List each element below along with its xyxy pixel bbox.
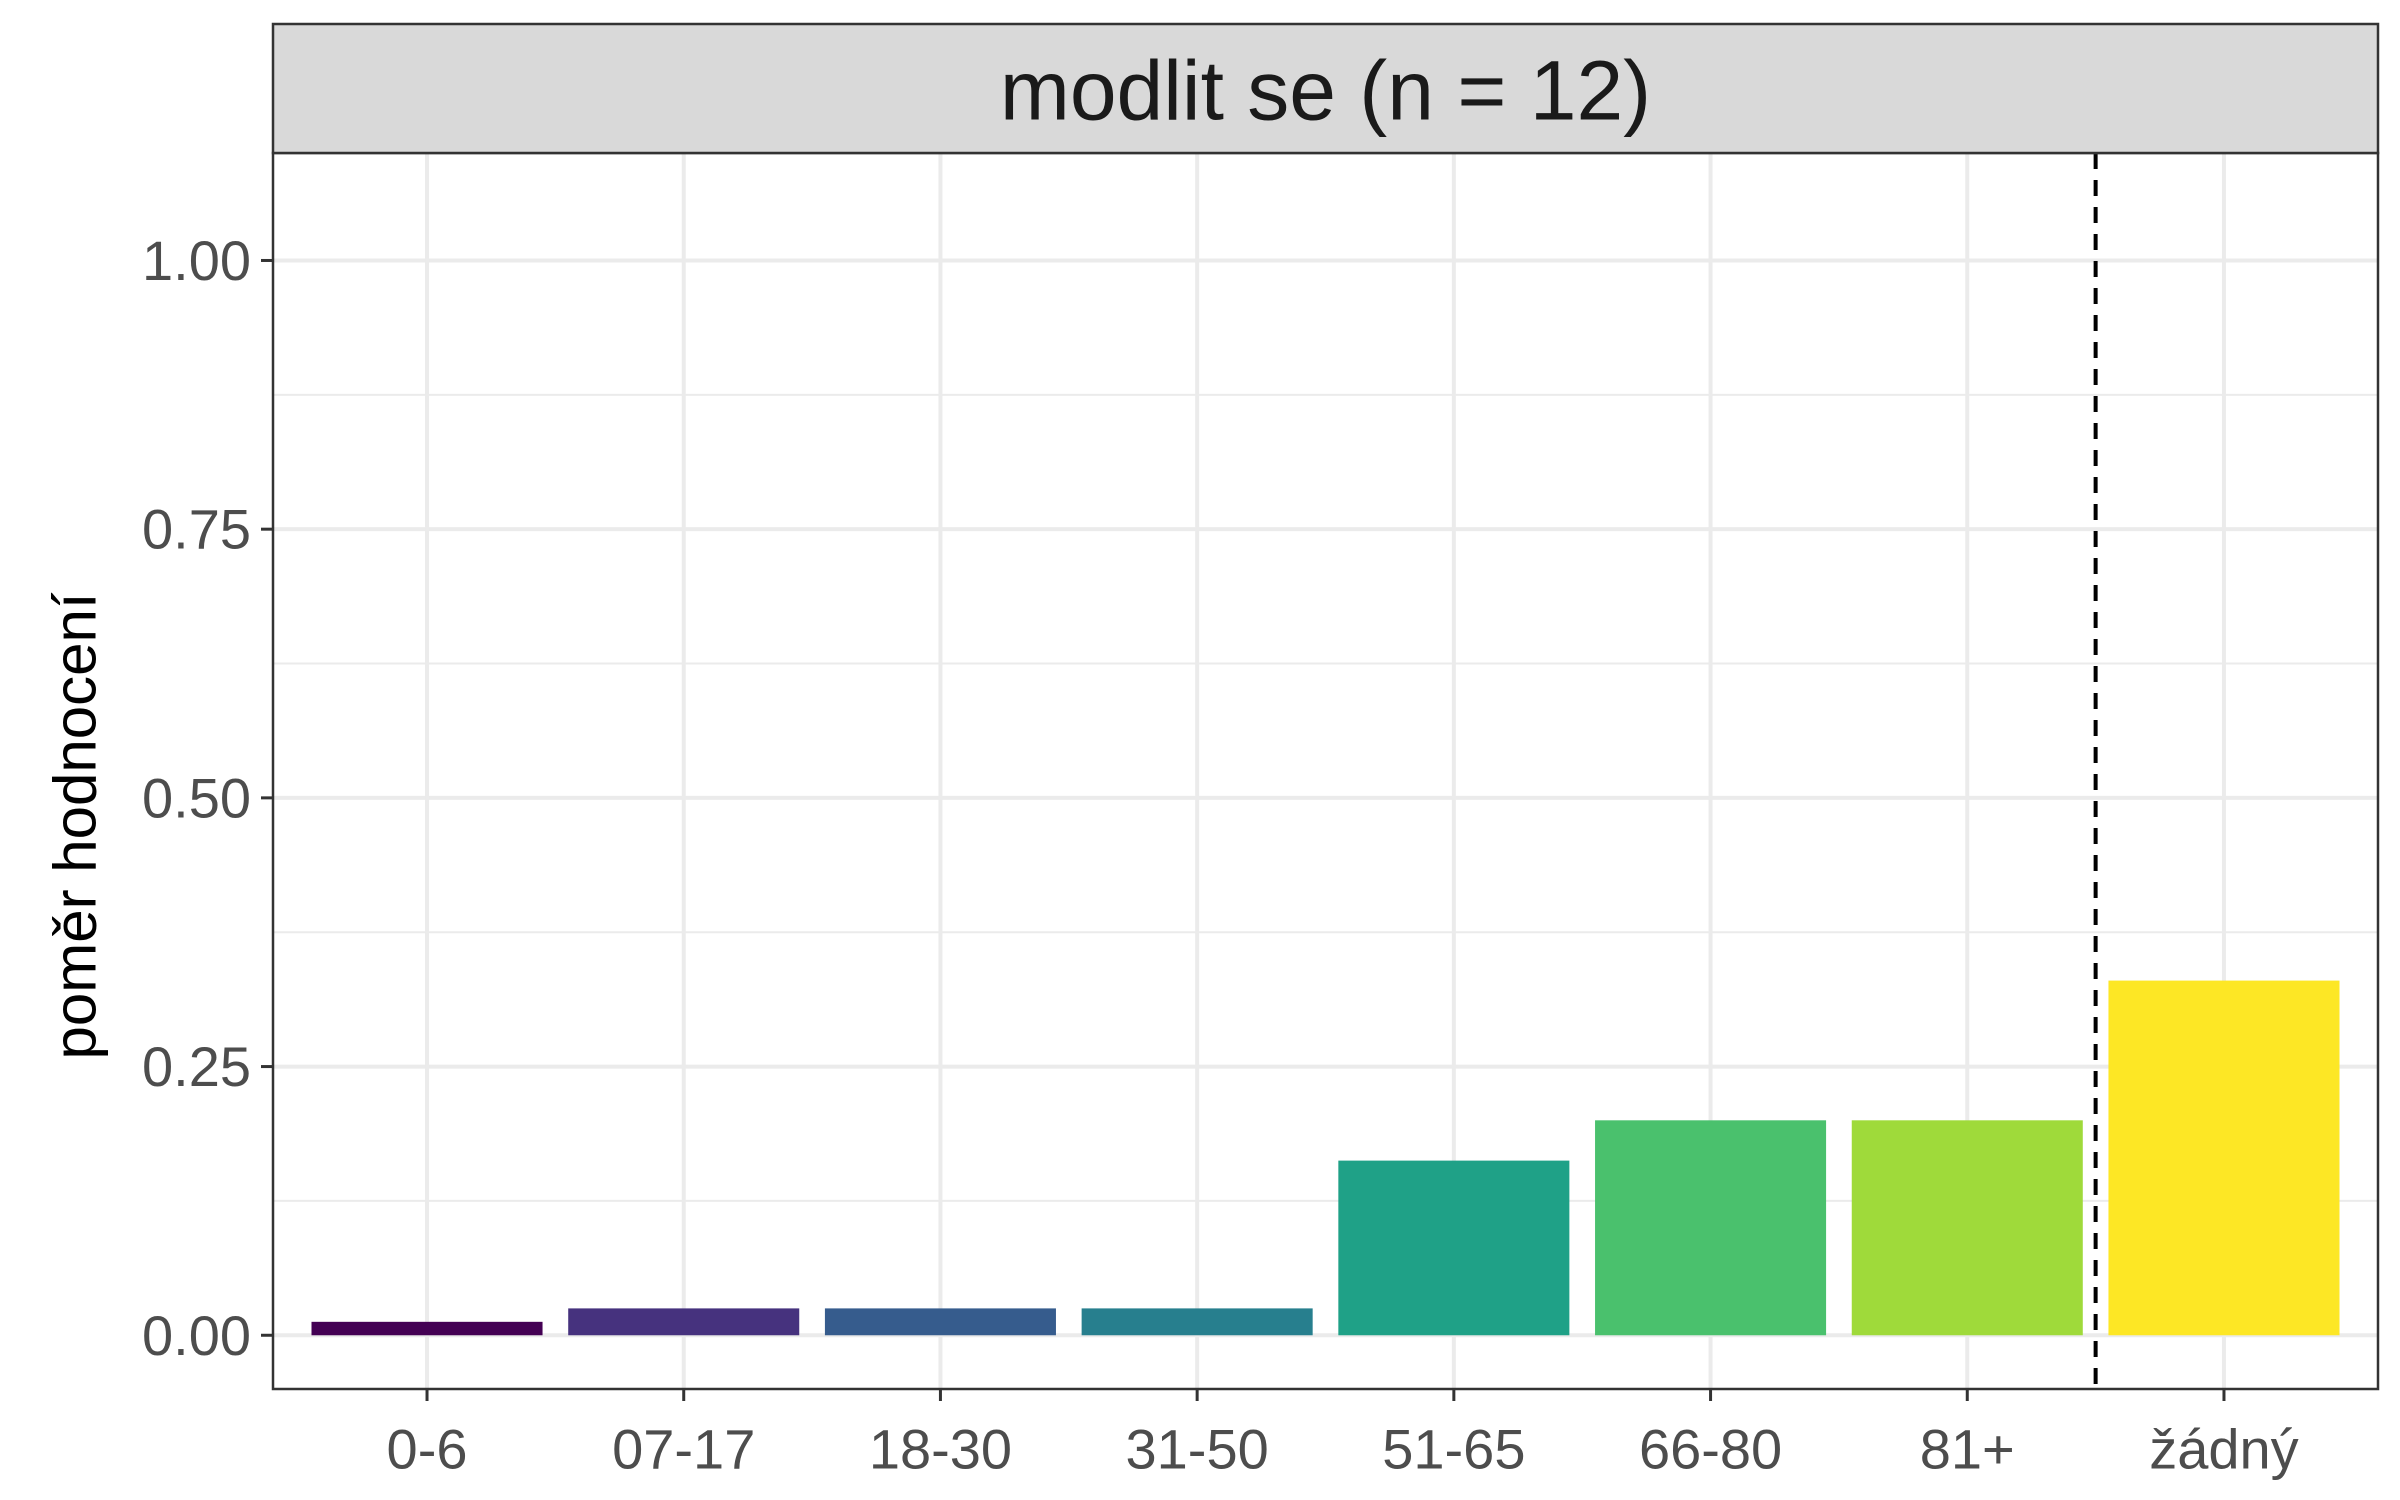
x-tick-label: 0-6 <box>387 1418 468 1481</box>
bar-žádný <box>2108 980 2340 1336</box>
y-axis-title: poměr hodnocení <box>42 592 109 1059</box>
y-tick-label: 0.75 <box>142 498 251 561</box>
y-tick-label: 1.00 <box>142 229 251 292</box>
x-tick-label: 18-30 <box>869 1418 1012 1481</box>
bar-51-65 <box>1338 1160 1570 1336</box>
bar-66-80 <box>1595 1120 1827 1336</box>
x-tick-label: 51-65 <box>1382 1418 1525 1481</box>
x-tick-label: žádný <box>2149 1418 2298 1481</box>
bar-07-17 <box>568 1308 800 1336</box>
x-tick-label: 66-80 <box>1639 1418 1782 1481</box>
x-tick-label: 07-17 <box>612 1418 755 1481</box>
bar-81+ <box>1851 1120 2083 1336</box>
x-axis: 0-6 07-17 18-30 31-50 51-65 66-80 81+ žádný <box>387 1389 2299 1481</box>
facet-strip <box>271 22 2380 155</box>
y-tick-label: 0.25 <box>142 1035 251 1098</box>
y-tick-label: 0.50 <box>142 766 251 829</box>
x-tick-label: 31-50 <box>1126 1418 1269 1481</box>
x-tick-label: 81+ <box>1920 1418 2015 1481</box>
bars <box>311 980 2340 1336</box>
bar-31-50 <box>1081 1308 1313 1336</box>
y-axis: 0.00 0.25 0.50 0.75 1.00 <box>142 229 273 1367</box>
bar-0-6 <box>311 1321 543 1336</box>
facet-title: modlit se (n = 12) <box>1000 44 1651 138</box>
y-tick-label: 0.00 <box>142 1304 251 1367</box>
bar-18-30 <box>824 1308 1056 1336</box>
